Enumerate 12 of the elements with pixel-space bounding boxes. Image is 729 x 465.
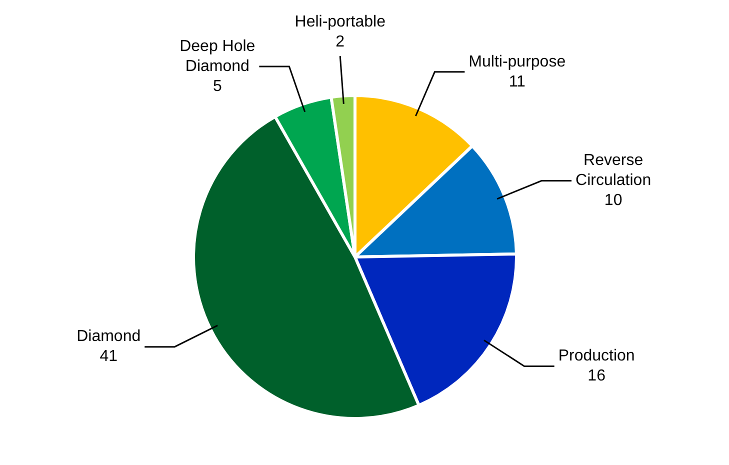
slice-label: Reverse Circulation xyxy=(576,152,652,190)
slice-label: Production xyxy=(558,348,635,365)
slice-label: Deep Hole Diamond xyxy=(180,38,256,75)
slice-label: Heli-portable xyxy=(294,13,386,30)
data-label: 16 xyxy=(588,368,606,385)
data-label: 2 xyxy=(336,33,345,50)
data-label: 5 xyxy=(212,78,222,95)
data-label: 10 xyxy=(604,192,622,210)
slice-label: Diamond xyxy=(76,328,141,346)
slice-label: Multi-purpose xyxy=(468,53,566,70)
data-label: 41 xyxy=(100,348,118,366)
data-label: 11 xyxy=(508,73,526,90)
